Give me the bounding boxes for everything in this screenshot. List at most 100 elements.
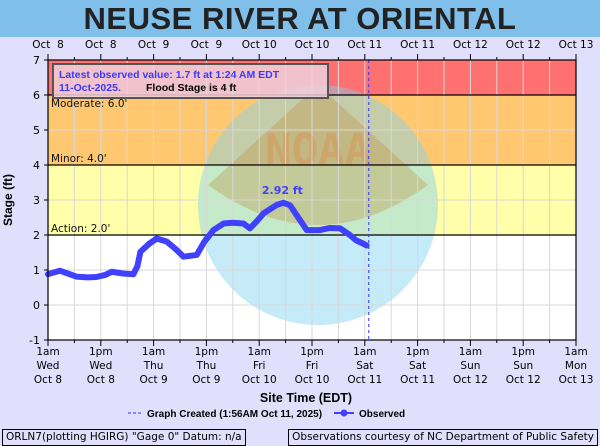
bottom-tick-label: Oct 11 (347, 374, 382, 386)
bottom-tick-label: Wed (89, 360, 112, 372)
observed-point (74, 274, 80, 280)
bottom-tick-label: 1am (248, 346, 271, 358)
top-tick-label: Oct 10 (242, 39, 277, 51)
observed-point (353, 237, 359, 243)
bottom-tick-label: 1pm (195, 346, 219, 358)
bottom-tick-label: 1pm (300, 346, 324, 358)
top-tick-label: Oct 12 (506, 39, 541, 51)
y-tick-label: 3 (33, 194, 40, 207)
noaa-watermark-logo (198, 85, 438, 325)
legend-observed-marker (340, 409, 348, 417)
top-tick-label: Oct 12 (453, 39, 488, 51)
bottom-tick-label: Oct 13 (559, 374, 594, 386)
observed-point (210, 227, 216, 233)
bottom-tick-label: Oct 12 (453, 374, 488, 386)
bottom-tick-label: Sun (513, 360, 533, 372)
bottom-tick-label: Oct 8 (34, 374, 62, 386)
flood-stage-text: Flood Stage is 4 ft (146, 82, 237, 94)
legend-graph-created-label: Graph Created (1:56AM Oct 11, 2025) (147, 409, 322, 420)
observed-point (364, 243, 370, 248)
bottom-tick-label: 1pm (511, 346, 535, 358)
observed-point (154, 236, 160, 241)
bottom-tick-label: Oct 10 (295, 374, 330, 386)
bottom-tick-label: Oct 8 (87, 374, 115, 386)
y-tick-label: 6 (33, 89, 40, 102)
y-tick-label: 2 (33, 229, 40, 242)
observed-point (120, 271, 126, 276)
latest-value-date: 11-Oct-2025. (59, 82, 121, 94)
bottom-tick-label: Oct 9 (192, 374, 220, 386)
chart-title: NEUSE RIVER AT ORIENTAL (83, 1, 517, 36)
observed-point (57, 268, 63, 274)
y-tick-label: 4 (33, 159, 40, 172)
observed-point (247, 225, 253, 231)
observed-point (47, 271, 53, 276)
observed-point (201, 239, 207, 245)
flood-label-1: Minor: 4.0' (51, 153, 107, 165)
observed-point (254, 218, 260, 224)
bottom-tick-label: 1am (459, 346, 482, 358)
observed-point (261, 210, 267, 216)
top-tick-label: Oct 11 (400, 39, 435, 51)
bottom-tick-label: Oct 11 (400, 374, 435, 386)
peak-label: 2.92 ft (262, 184, 303, 197)
bottom-tick-label: Sat (356, 360, 373, 372)
top-tick-label: Oct 8 (85, 39, 117, 51)
bottom-tick-label: 1am (564, 346, 587, 358)
bottom-tick-label: Fri (253, 360, 266, 372)
bottom-tick-label: Wed (37, 360, 60, 372)
observed-point (93, 274, 99, 280)
observed-point (173, 246, 179, 252)
top-tick-label: Oct 9 (191, 39, 223, 51)
bottom-tick-label: Thu (196, 360, 217, 372)
noaa-watermark-bird (208, 85, 428, 225)
observed-point (327, 225, 333, 231)
latest-value-line1: Latest observed value: 1.7 ft at 1:24 AM… (59, 69, 280, 81)
top-tick-label: Oct 13 (559, 39, 594, 51)
observed-point (85, 274, 91, 280)
observed-point (287, 202, 293, 208)
y-axis-title: Stage (ft) (1, 174, 15, 226)
bottom-tick-label: Sat (409, 360, 426, 372)
top-tick-label: Oct 11 (347, 39, 382, 51)
flood-label-0: Action: 2.0' (51, 223, 110, 235)
bottom-tick-label: Mon (565, 360, 587, 372)
observed-point (347, 232, 353, 238)
x-axis-title: Site Time (EDT) (260, 391, 352, 405)
observed-point (280, 200, 286, 206)
gage-datum-note: ORLN7(plotting HGIRG) "Gage 0" Datum: n/… (2, 429, 246, 446)
y-tick-label: 0 (33, 299, 40, 312)
observed-point (337, 225, 343, 231)
hydrograph-chart: NOAA Action: 2.0' Minor: 4.0' Moderate: 6.0… (1, 39, 594, 420)
observed-point (137, 249, 143, 255)
bottom-tick-label: 1pm (89, 346, 113, 358)
bottom-tick-label: 1am (353, 346, 376, 358)
bottom-tick-label: 1pm (406, 346, 430, 358)
legend-observed-label: Observed (359, 409, 405, 420)
bottom-tick-label: Oct 10 (242, 374, 277, 386)
top-tick-label: Oct 9 (138, 39, 170, 51)
bottom-tick-label: Oct 12 (506, 374, 541, 386)
observed-point (240, 220, 246, 226)
observed-point (164, 239, 170, 245)
observed-point (134, 264, 140, 269)
observed-point (65, 271, 71, 276)
flood-label-2: Moderate: 6.0' (51, 98, 127, 110)
observed-point (194, 252, 200, 258)
observed-point (294, 212, 300, 218)
noaa-watermark-text: NOAA (265, 125, 371, 176)
bottom-tick-label: Oct 9 (140, 374, 168, 386)
bottom-tick-label: Fri (306, 360, 319, 372)
bottom-tick-label: Sun (460, 360, 480, 372)
bottom-tick-label: 1am (36, 346, 59, 358)
title-bar: NEUSE RIVER AT ORIENTAL (0, 0, 600, 37)
y-tick-label: 7 (33, 54, 40, 67)
bottom-tick-label: Thu (143, 360, 164, 372)
observed-point (221, 220, 227, 226)
observed-point (274, 202, 280, 208)
observed-point (130, 271, 136, 277)
observed-point (109, 269, 115, 275)
bottom-tick-label: 1am (142, 346, 165, 358)
latest-value-box (52, 63, 329, 99)
observed-point (304, 227, 310, 233)
